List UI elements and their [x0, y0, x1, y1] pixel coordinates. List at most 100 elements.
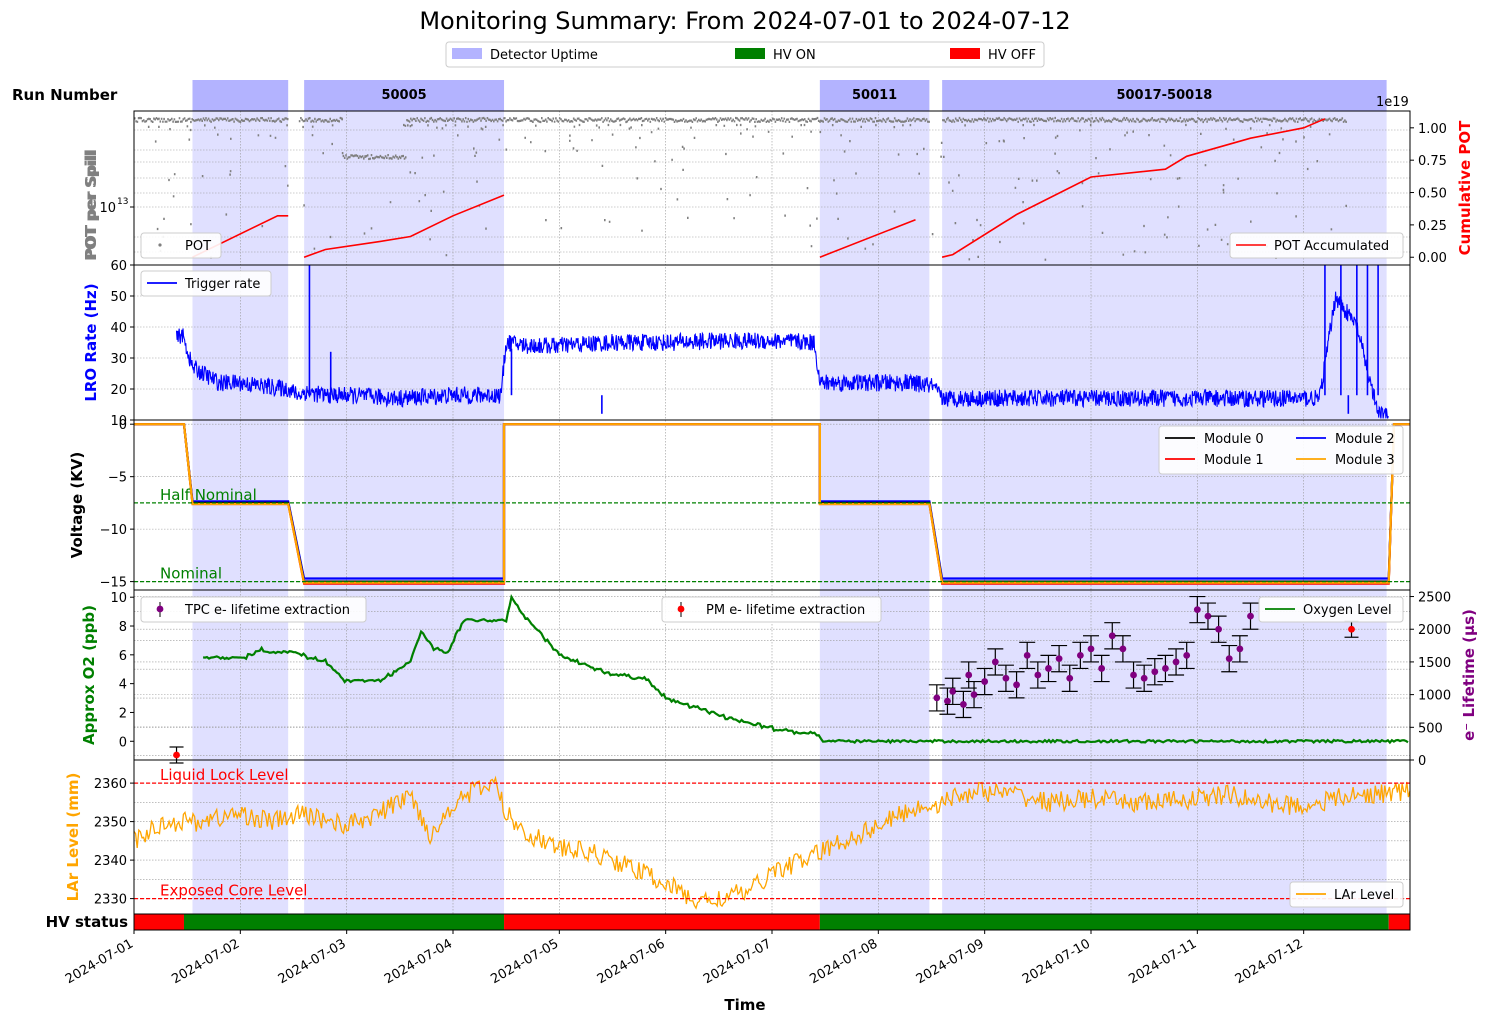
pot-accumulated-line	[819, 218, 916, 258]
legend-box	[140, 270, 272, 297]
top-legend-swatch	[452, 48, 482, 59]
yaxis-label: LAr Level (mm)	[64, 773, 82, 902]
yaxis-label: Voltage (KV)	[68, 452, 86, 559]
ytick-label: 20	[110, 383, 127, 398]
xtick-label: 2024-07-07	[701, 936, 774, 987]
yaxis-label: POT per Spill	[82, 149, 100, 259]
legend-module-label: Module 1	[1204, 453, 1264, 468]
tpc-lifetime-point	[1247, 612, 1254, 620]
panel-legends: POT POT Accumulated Trigger rate Module 0 Mo…	[140, 232, 1404, 908]
legend-pot-label: POT	[185, 239, 211, 254]
legend-box	[1229, 232, 1404, 259]
legend-box	[140, 232, 222, 259]
tpc-lifetime-point	[933, 694, 941, 702]
hv-status-bar: HV status	[46, 913, 1411, 931]
yaxis-label: POT per Spill	[82, 151, 100, 261]
uptime-band	[304, 111, 505, 914]
legend-box	[1258, 596, 1404, 623]
run-band-label: 50011	[852, 88, 897, 103]
tpc-lifetime-point	[1236, 645, 1244, 653]
ytick-label: 2360	[94, 777, 127, 792]
tpc-lifetime-point	[1204, 612, 1212, 620]
ytick-label: 40	[110, 321, 127, 336]
pm-lifetime-point	[173, 751, 180, 759]
voltage-reference-label: Half Nominal	[160, 486, 257, 504]
ytick-label: 8	[119, 620, 127, 635]
tpc-lifetime-point	[1183, 651, 1191, 659]
tpc-lifetime-point	[1108, 632, 1116, 640]
legend-o2-label: Oxygen Level	[1303, 603, 1392, 618]
tpc-lifetime-point	[1225, 655, 1233, 663]
ytick-label: 10	[99, 201, 116, 216]
lar-reference-label: Exposed Core Level	[160, 882, 307, 900]
y2tick-label: 0.50	[1418, 187, 1447, 202]
y2tick-label: 0.75	[1418, 154, 1447, 169]
hv-status-label: HV status	[46, 913, 128, 931]
tpc-lifetime-point	[1055, 655, 1063, 663]
xtick-label: 2024-07-06	[595, 936, 668, 987]
ytick-exponent: 13	[117, 197, 128, 207]
legend-tpc-marker	[156, 605, 164, 613]
tpc-lifetime-point	[1172, 658, 1180, 666]
xtick-label: 2024-07-08	[807, 936, 880, 987]
run-number-label: Run Number	[12, 86, 118, 104]
xtick-label: 2024-07-10	[1020, 936, 1093, 987]
run-band	[304, 80, 505, 111]
top-legend-label: HV OFF	[988, 48, 1036, 63]
tpc-lifetime-point	[1119, 645, 1127, 653]
y2tick-label: 2000	[1418, 623, 1451, 638]
tpc-lifetime-point	[944, 697, 951, 705]
xtick-label: 2024-07-02	[169, 936, 242, 987]
hv-status-segment	[183, 914, 505, 930]
plot-series	[133, 116, 1411, 910]
xtick-label: 2024-07-01	[63, 936, 136, 987]
pot-points	[134, 116, 1347, 261]
legend-pot-acc-label: POT Accumulated	[1274, 239, 1389, 254]
xtick-label: 2024-07-05	[488, 936, 561, 987]
legend-tpc-label: TPC e- lifetime extraction	[184, 603, 350, 618]
y2tick-label: 2500	[1418, 591, 1451, 606]
run-number-row: Run Number 50005 50011 50017-50018	[12, 80, 1387, 111]
legend-box	[661, 596, 882, 623]
tpc-lifetime-point	[991, 658, 999, 666]
run-band-label: 50017-50018	[1116, 88, 1212, 103]
ytick-label: 10	[110, 414, 127, 429]
xtick-label: 2024-07-09	[914, 936, 987, 987]
y2-scale-label: 1e19	[1376, 95, 1409, 110]
legend-module-label: Module 2	[1335, 432, 1395, 447]
tpc-lifetime-point	[1193, 606, 1201, 614]
ytick-label: 2350	[94, 816, 127, 831]
y2tick-label: 0.25	[1418, 219, 1447, 234]
top-legend-label: Detector Uptime	[490, 48, 598, 63]
tpc-lifetime-point	[1013, 681, 1020, 689]
pot-accumulated-line	[941, 118, 1326, 258]
voltage-reference-label: Nominal	[160, 565, 222, 583]
xtick-label: 2024-07-04	[382, 936, 455, 987]
hv-status-segment	[134, 914, 184, 930]
top-legend-label: HV ON	[773, 48, 816, 63]
xtick-label: 2024-07-12	[1233, 936, 1306, 987]
panel-frames	[133, 110, 1411, 915]
uptime-band	[819, 111, 930, 914]
y2tick-label: 1500	[1418, 656, 1451, 671]
yaxis-label: LRO Rate (Hz)	[82, 283, 100, 401]
oxygen-level-line	[202, 594, 1409, 745]
tpc-lifetime-point	[1087, 645, 1095, 653]
hv-status-segment	[504, 914, 820, 930]
run-band	[192, 80, 289, 111]
y2axis-label: Cumulative POT	[1456, 120, 1474, 255]
legend-module-label: Module 0	[1204, 432, 1264, 447]
run-band	[942, 80, 1387, 111]
uptime-shading	[192, 111, 1387, 914]
run-band	[819, 80, 930, 111]
tpc-lifetime-point	[1045, 665, 1052, 672]
tpc-lifetime-point	[1066, 674, 1074, 682]
legend-pm-marker	[677, 605, 685, 613]
ytick-label: 10	[110, 591, 127, 606]
ytick-label: −5	[108, 471, 127, 486]
chart-title: Monitoring Summary: From 2024-07-01 to 2…	[419, 7, 1070, 35]
legend-box	[1158, 425, 1404, 475]
tpc-lifetime-point	[1034, 671, 1042, 679]
legend-pot-marker	[158, 243, 162, 247]
legend-pm-label: PM e- lifetime extraction	[706, 603, 865, 618]
